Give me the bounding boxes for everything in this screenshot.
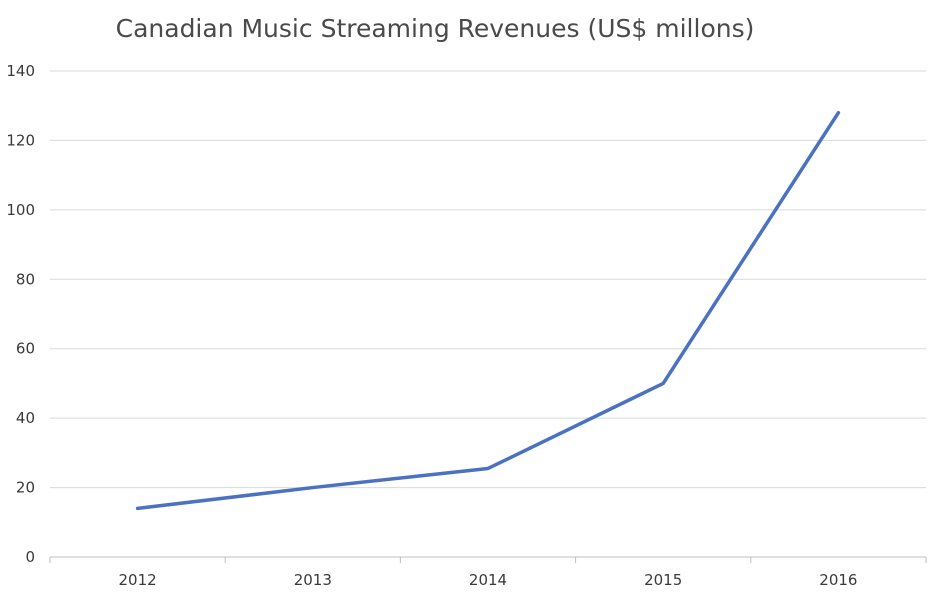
x-tick-label: 2016 <box>819 571 857 589</box>
y-tick-label: 60 <box>16 340 35 358</box>
x-axis-ticks: 2012 2013 2014 2015 2016 <box>49 557 927 589</box>
x-tick-label: 2012 <box>119 571 157 589</box>
y-tick-label: 0 <box>25 548 35 566</box>
y-tick-label: 140 <box>6 62 35 80</box>
gridlines <box>50 70 926 558</box>
x-tick-label: 2013 <box>294 571 332 589</box>
chart-title: Canadian Music Streaming Revenues (US$ m… <box>115 14 755 43</box>
x-tick-label: 2014 <box>469 571 507 589</box>
y-tick-label: 80 <box>16 270 35 288</box>
series-line <box>135 110 841 511</box>
y-tick-label: 100 <box>6 201 35 219</box>
y-axis-ticks: 0 20 40 60 80 100 120 140 <box>6 62 35 566</box>
y-tick-label: 40 <box>16 409 35 427</box>
y-tick-label: 20 <box>16 479 35 497</box>
series-layer <box>135 110 841 511</box>
x-tick-label: 2015 <box>644 571 682 589</box>
y-tick-label: 120 <box>6 131 35 149</box>
